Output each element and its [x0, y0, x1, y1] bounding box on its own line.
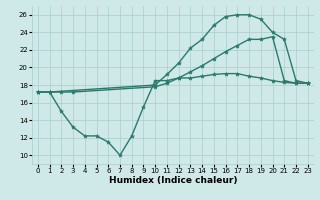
X-axis label: Humidex (Indice chaleur): Humidex (Indice chaleur): [108, 176, 237, 185]
